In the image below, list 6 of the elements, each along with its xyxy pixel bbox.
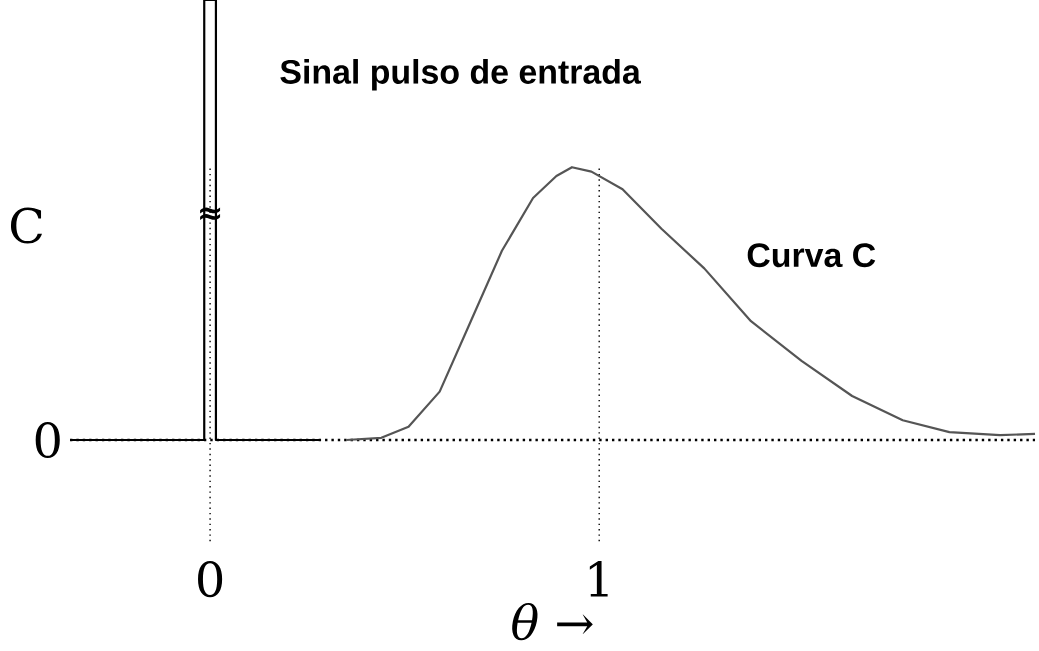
- text: 0: [35, 421, 60, 459]
- x-tick-label: 1: [589, 561, 608, 597]
- y-axis-title: C: [10, 207, 42, 244]
- series-label: Sinal pulso de entrada: [280, 59, 641, 91]
- x-axis-title: θ →: [512, 602, 593, 641]
- series-label: Curva C: [747, 243, 876, 268]
